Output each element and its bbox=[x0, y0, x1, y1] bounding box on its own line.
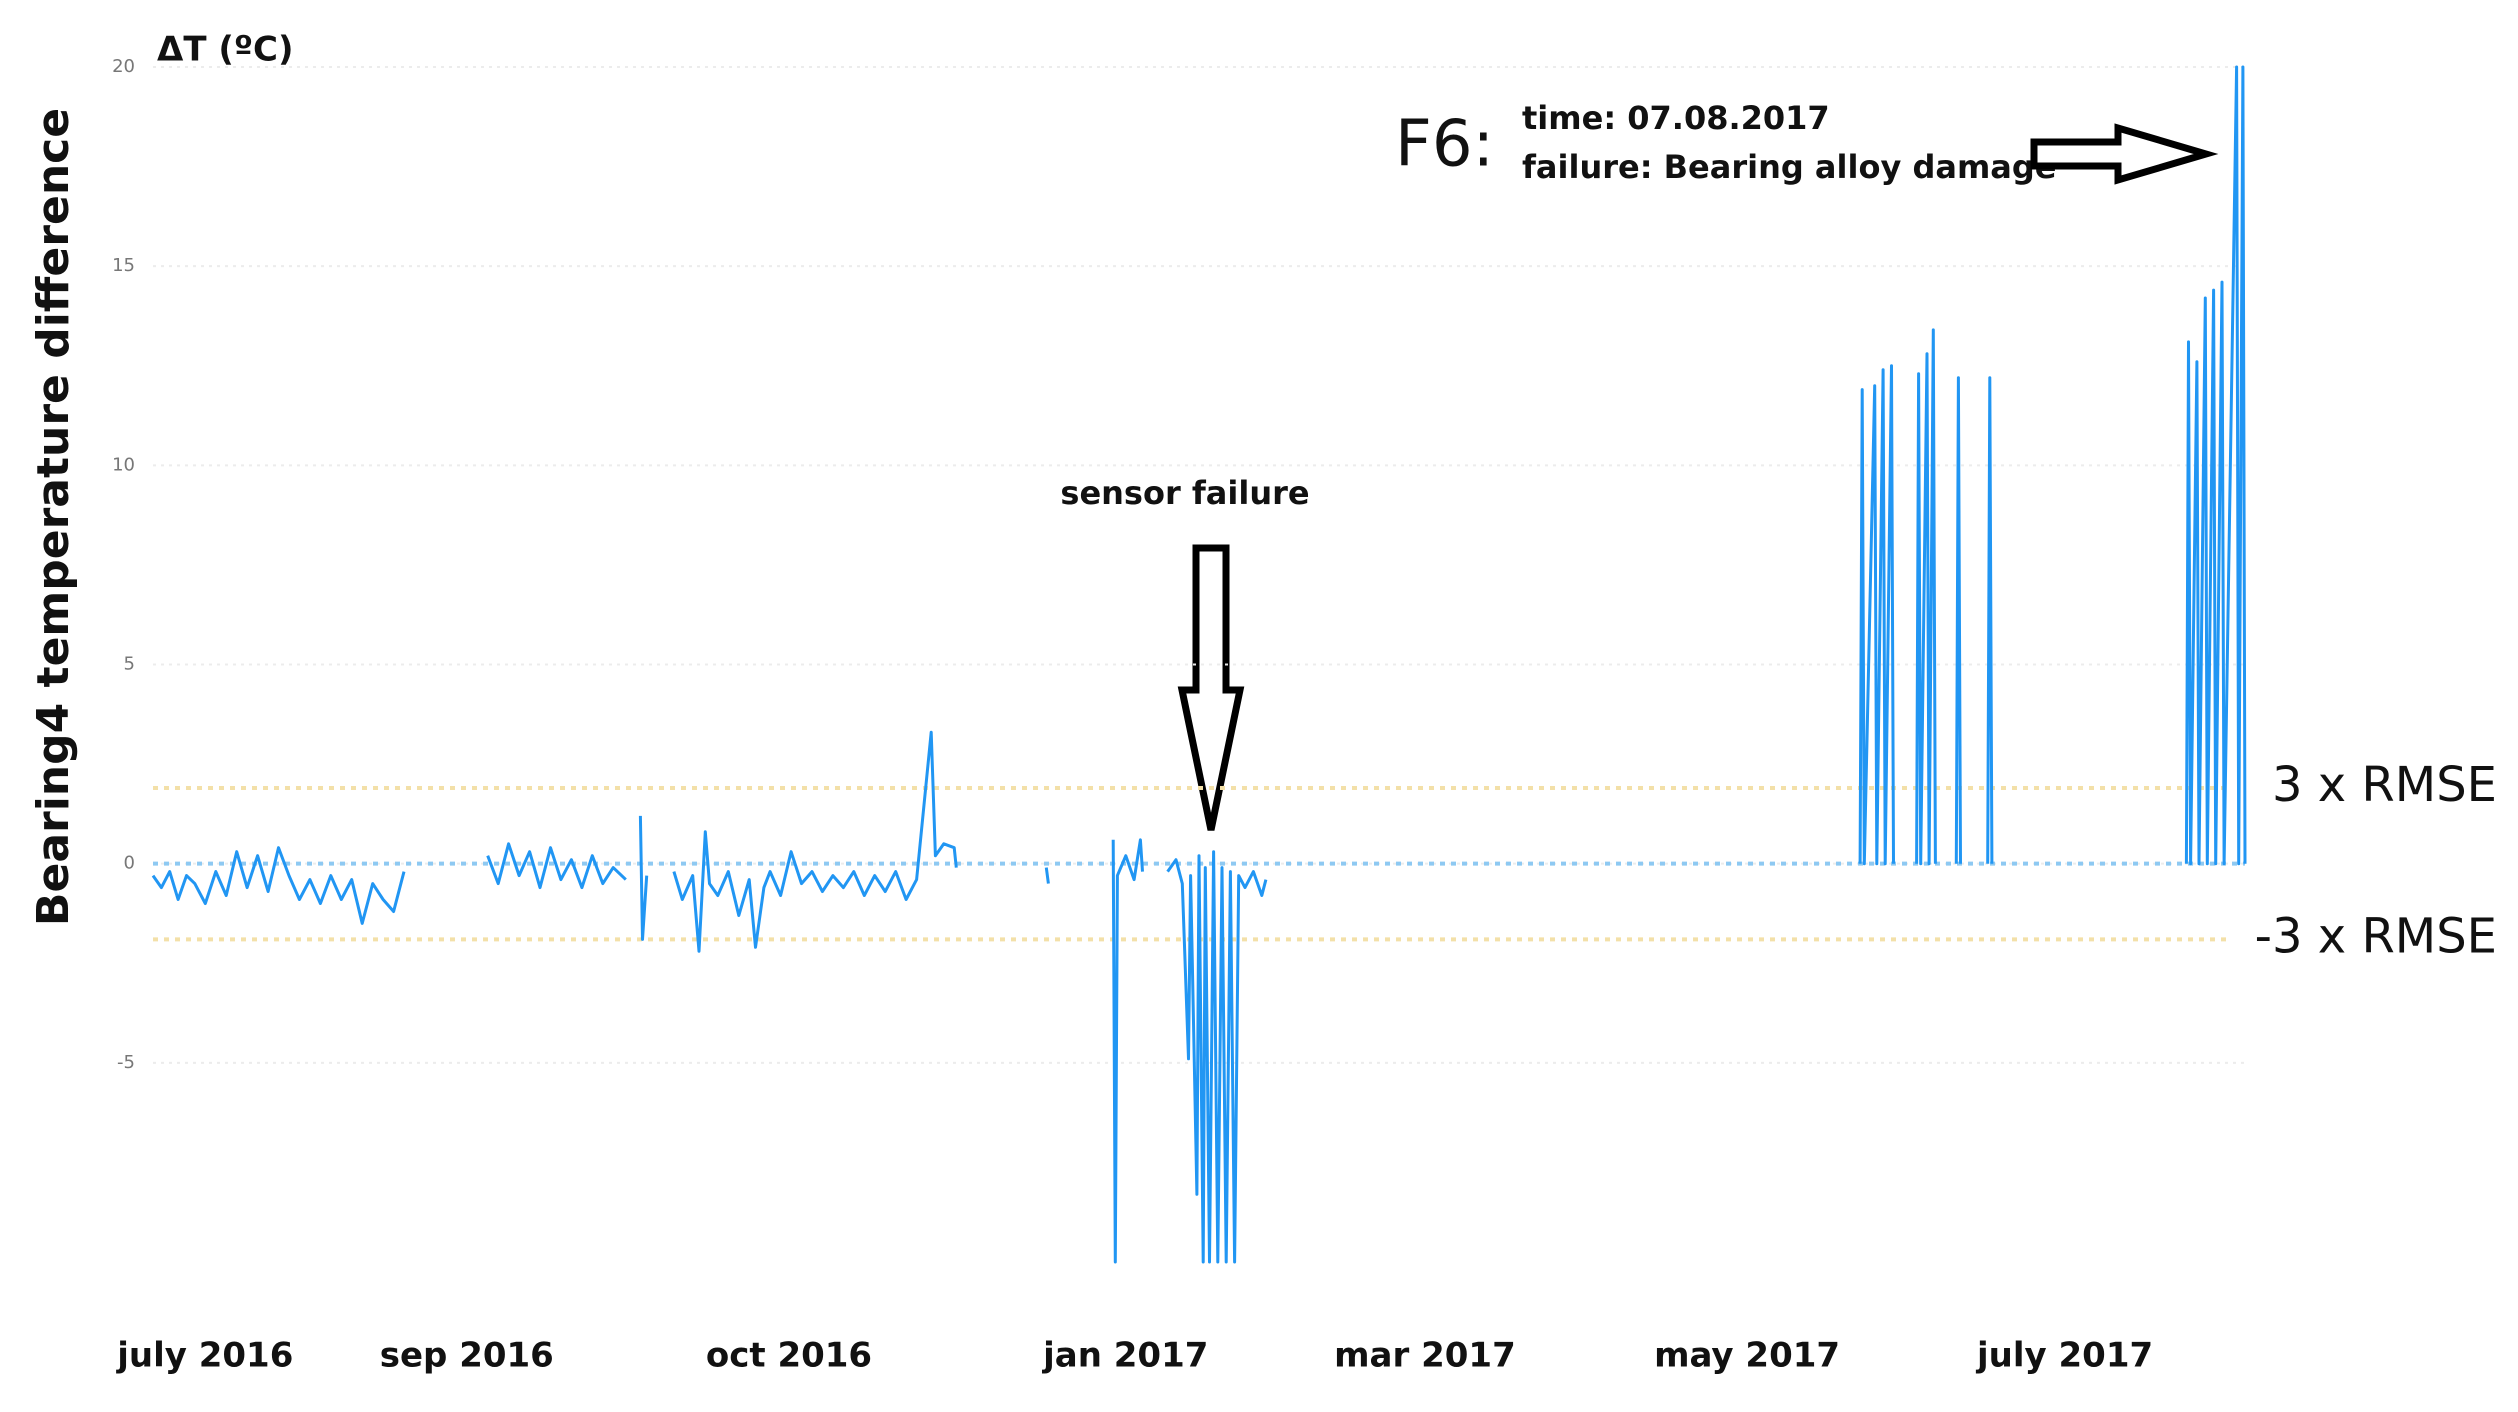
annotation: F6: bbox=[1395, 108, 1494, 182]
x-tick-label: oct 2016 bbox=[706, 1336, 872, 1376]
y-tick-label: 5 bbox=[124, 654, 135, 675]
x-tick-label: sep 2016 bbox=[380, 1336, 554, 1376]
x-tick-label: jan 2017 bbox=[1041, 1336, 1208, 1376]
data-line bbox=[151, 65, 2247, 1264]
y-tick-label: 0 bbox=[124, 853, 135, 874]
annotation: sensor failure bbox=[1060, 474, 1309, 512]
arrow bbox=[1177, 544, 1245, 831]
annotation: failure: Bearing alloy damage bbox=[1522, 148, 2056, 186]
x-tick-label: july 2016 bbox=[115, 1336, 293, 1376]
y-tick-label: 10 bbox=[112, 454, 135, 475]
x-tick-label: may 2017 bbox=[1654, 1336, 1840, 1376]
reference-label: 3 x RMSE bbox=[2272, 757, 2497, 813]
x-tick-label: mar 2017 bbox=[1334, 1336, 1516, 1376]
reference-label: -3 x RMSE bbox=[2255, 908, 2497, 964]
y-tick-label: 15 bbox=[112, 255, 135, 276]
y-axis-title: Bearing4 temperature difference bbox=[28, 108, 79, 926]
x-tick-label: july 2017 bbox=[1975, 1336, 2153, 1376]
y-tick-label: -5 bbox=[117, 1052, 135, 1073]
arrow bbox=[2030, 123, 2219, 185]
annotation: time: 07.08.2017 bbox=[1522, 99, 1830, 137]
y-tick-label: 20 bbox=[112, 56, 135, 77]
unit-label: ΔT (ºC) bbox=[157, 30, 294, 70]
